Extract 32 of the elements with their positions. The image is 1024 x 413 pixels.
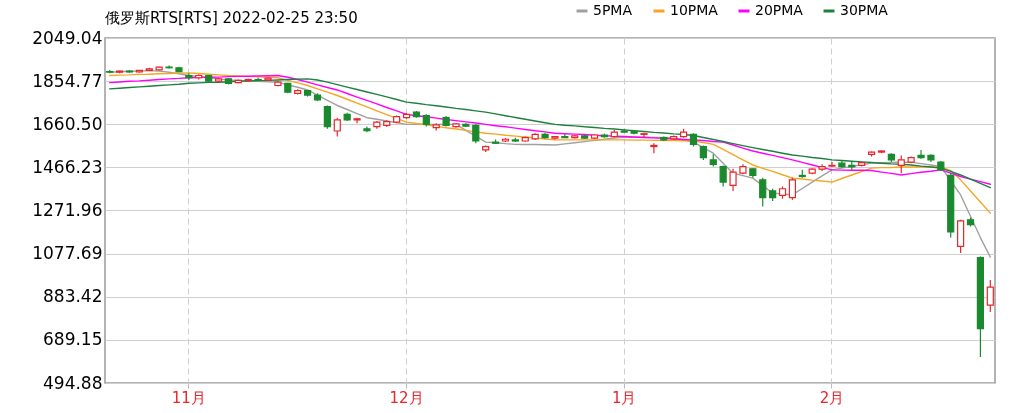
candlestick	[323, 104, 331, 130]
x-tick-label: 2月	[819, 388, 845, 407]
candlestick	[986, 279, 994, 313]
x-tick-label: 12月	[389, 388, 424, 407]
y-tick-label: 1077.69	[32, 243, 103, 264]
legend-label: 20PMA	[755, 2, 804, 18]
y-tick-label: 1466.23	[32, 156, 103, 177]
y-tick-label: 494.88	[43, 372, 103, 393]
y-tick-label: 2049.04	[32, 27, 103, 48]
x-tick-label: 11月	[171, 388, 206, 407]
candlestick	[788, 177, 797, 201]
y-tick-label: 1660.50	[32, 113, 103, 134]
candlestick	[729, 168, 737, 192]
y-tick-label: 1271.96	[32, 200, 103, 220]
candlestick	[333, 117, 341, 138]
candlestick	[640, 132, 648, 139]
candlestick	[185, 72, 193, 81]
y-tick-label: 689.15	[43, 329, 103, 350]
y-tick-label: 1854.77	[32, 70, 103, 91]
legend-label: 5PMA	[593, 2, 633, 18]
candlestick	[917, 149, 925, 160]
candlestick	[650, 142, 658, 154]
candlestick	[759, 177, 767, 208]
candlestick	[472, 123, 480, 144]
x-tick-label: 1月	[611, 388, 637, 407]
candlestick	[828, 161, 836, 168]
line-series	[109, 72, 991, 214]
chart-title: 俄罗斯RTS[RTS] 2022-02-25 23:50	[105, 9, 358, 27]
y-tick-label: 883.42	[43, 286, 103, 307]
candlestick	[719, 164, 727, 188]
legend-label: 10PMA	[670, 2, 719, 18]
legend-label: 30PMA	[840, 2, 889, 18]
